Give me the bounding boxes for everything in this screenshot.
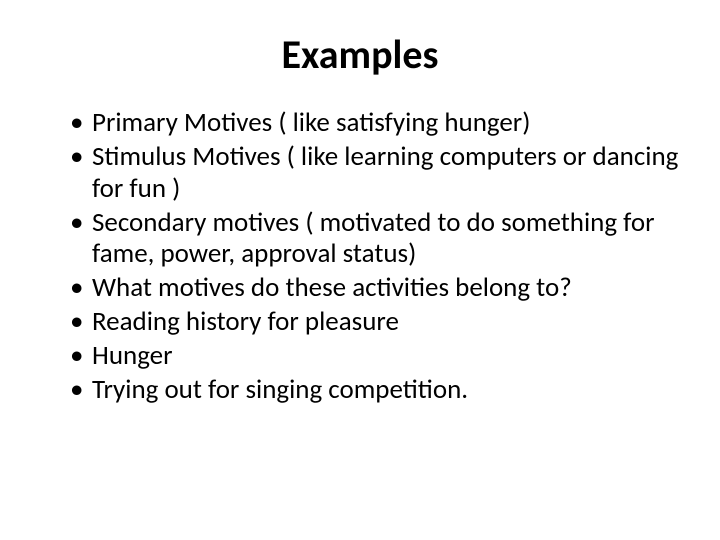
- bullet-list: Primary Motives ( like satisfying hunger…: [40, 107, 680, 406]
- list-item: Stimulus Motives ( like learning compute…: [70, 141, 680, 205]
- list-item: Trying out for singing competition.: [70, 374, 680, 406]
- slide-title: Examples: [40, 30, 680, 79]
- list-item: Primary Motives ( like satisfying hunger…: [70, 107, 680, 139]
- list-item: Secondary motives ( motivated to do some…: [70, 207, 680, 271]
- list-item: Reading history for pleasure: [70, 306, 680, 338]
- slide: Examples Primary Motives ( like satisfyi…: [0, 0, 720, 540]
- list-item: Hunger: [70, 340, 680, 372]
- list-item: What motives do these activities belong …: [70, 272, 680, 304]
